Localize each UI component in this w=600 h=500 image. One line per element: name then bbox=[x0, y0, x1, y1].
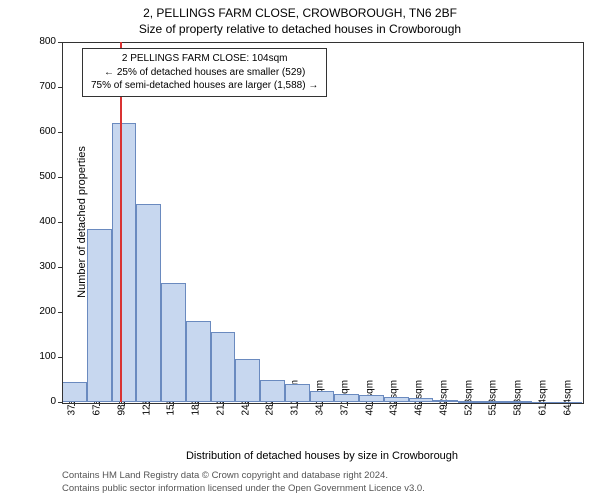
y-tick-label: 100 bbox=[28, 351, 56, 362]
y-tick-label: 800 bbox=[28, 36, 56, 47]
y-tick-label: 0 bbox=[28, 396, 56, 407]
chart-container: 2, PELLINGS FARM CLOSE, CROWBOROUGH, TN6… bbox=[0, 6, 600, 36]
x-axis-label: Distribution of detached houses by size … bbox=[62, 450, 582, 462]
footer-line1: Contains HM Land Registry data © Crown c… bbox=[62, 470, 388, 481]
chart-title-line2: Size of property relative to detached ho… bbox=[0, 22, 600, 36]
y-tick-label: 700 bbox=[28, 81, 56, 92]
info-line1: 2 PELLINGS FARM CLOSE: 104sqm bbox=[91, 52, 318, 66]
footer-line2: Contains public sector information licen… bbox=[62, 483, 425, 494]
chart-title-line1: 2, PELLINGS FARM CLOSE, CROWBOROUGH, TN6… bbox=[0, 6, 600, 20]
y-tick-label: 600 bbox=[28, 126, 56, 137]
info-box: 2 PELLINGS FARM CLOSE: 104sqm ← 25% of d… bbox=[82, 48, 327, 97]
info-line2: ← 25% of detached houses are smaller (52… bbox=[91, 66, 318, 80]
info-line3: 75% of semi-detached houses are larger (… bbox=[91, 79, 318, 93]
y-tick-label: 200 bbox=[28, 306, 56, 317]
y-tick-label: 400 bbox=[28, 216, 56, 227]
y-tick-label: 500 bbox=[28, 171, 56, 182]
y-tick-label: 300 bbox=[28, 261, 56, 272]
